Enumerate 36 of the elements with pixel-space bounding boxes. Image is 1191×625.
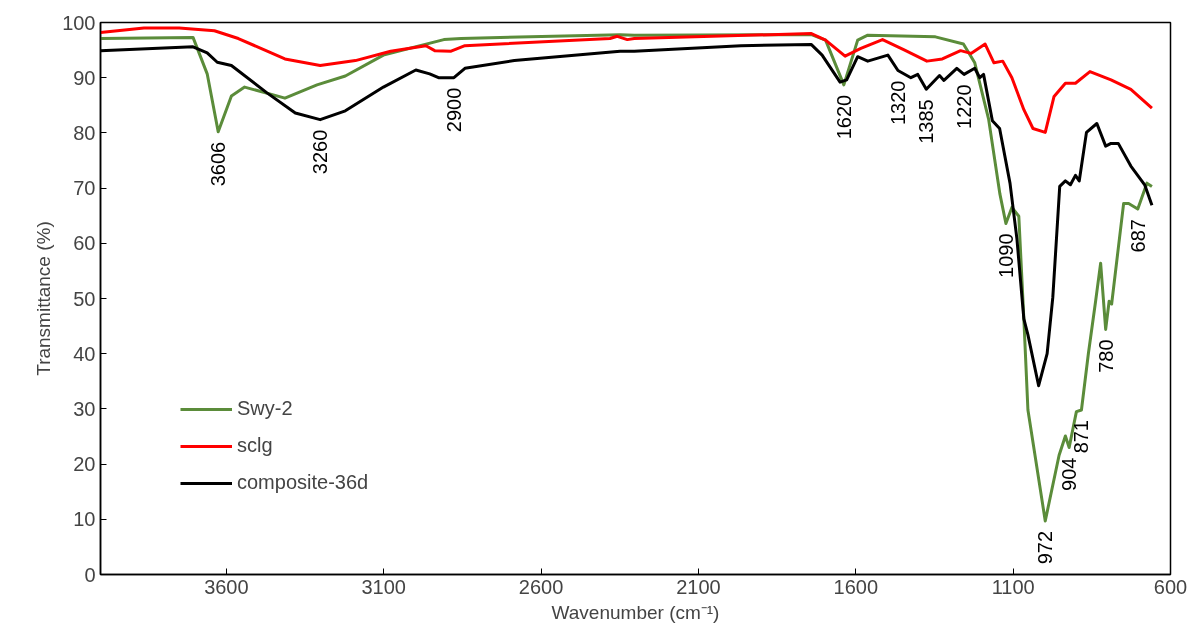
- y-tick-label: 20: [73, 453, 96, 476]
- legend-label: Swy-2: [237, 397, 293, 420]
- y-tick-label: 40: [73, 342, 96, 365]
- annotation: 1320: [886, 80, 909, 126]
- annotation: 1385: [915, 99, 938, 144]
- y-tick-label: 80: [73, 121, 96, 144]
- y-tick-label: 60: [73, 232, 96, 255]
- annotation: 871: [1070, 420, 1093, 454]
- y-tick-label: 100: [62, 11, 96, 34]
- legend-label: composite-36d: [237, 471, 369, 494]
- y-tick-label: 0: [84, 563, 96, 586]
- x-tick-label: 1600: [833, 575, 879, 598]
- x-tick-label: 2600: [518, 575, 564, 598]
- x-tick-label: 1100: [991, 575, 1035, 598]
- y-tick-label: 50: [73, 287, 96, 310]
- x-axis-title: Wavenumber (cm⁻¹): [551, 601, 720, 623]
- annotation: 1090: [994, 233, 1017, 278]
- x-tick-label: 3600: [204, 575, 249, 598]
- x-tick-label: 2100: [676, 575, 721, 598]
- y-tick-label: 90: [73, 66, 96, 89]
- annotation: 972: [1034, 530, 1057, 565]
- y-tick-label: 70: [73, 177, 96, 200]
- annotation: 1620: [832, 94, 855, 140]
- annotation: 687: [1126, 219, 1149, 253]
- annotation: 2900: [442, 87, 465, 133]
- y-axis-title: Transmittance (%): [33, 221, 55, 376]
- annotation: 3260: [309, 129, 332, 175]
- annotation: 904: [1058, 457, 1081, 491]
- annotation: 3606: [207, 141, 230, 187]
- annotation: 1220: [953, 84, 976, 129]
- x-tick-label: 600: [1153, 575, 1188, 598]
- legend-label: sclg: [237, 434, 273, 457]
- annotation: 780: [1094, 339, 1117, 373]
- y-tick-label: 30: [73, 397, 96, 420]
- y-tick-label: 10: [73, 508, 96, 531]
- x-tick-label: 3100: [361, 575, 406, 598]
